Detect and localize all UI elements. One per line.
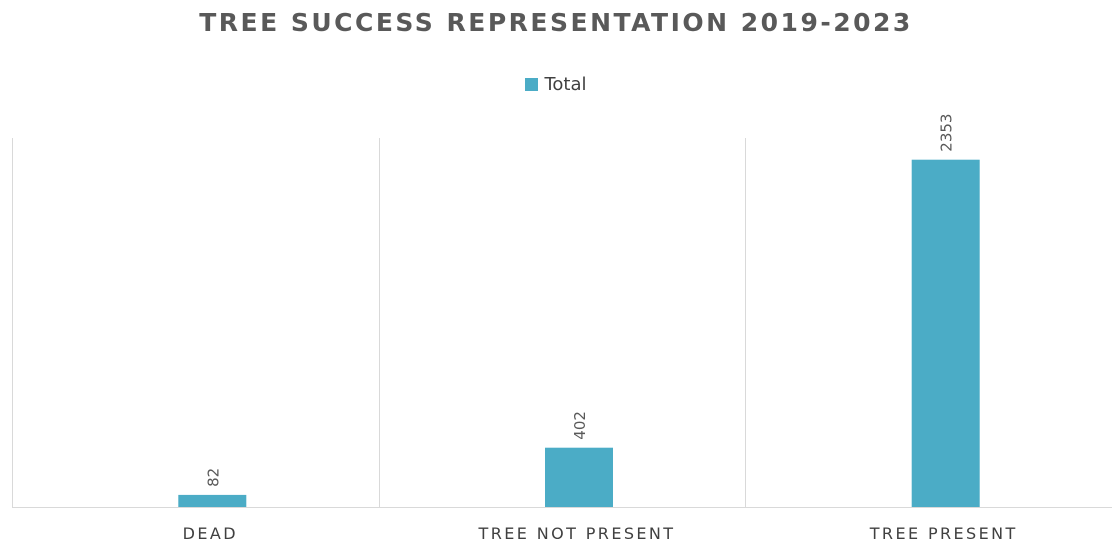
bar-dead xyxy=(178,494,247,507)
data-label: 402 xyxy=(571,411,589,440)
legend-label: Total xyxy=(544,74,587,95)
bar-tree-present xyxy=(911,159,980,507)
bar-tree-not-present xyxy=(545,447,613,507)
x-tick-label: TREE PRESENT xyxy=(869,524,1018,542)
data-label: 82 xyxy=(204,468,222,487)
data-label: 2353 xyxy=(938,114,956,152)
chart-title: TREE SUCCESS REPRESENTATION 2019-2023 xyxy=(199,8,913,37)
legend: Total xyxy=(0,74,1112,95)
x-tick-label: TREE NOT PRESENT xyxy=(478,524,676,542)
x-tick-label: DEAD xyxy=(183,524,238,542)
legend-swatch xyxy=(525,78,539,91)
